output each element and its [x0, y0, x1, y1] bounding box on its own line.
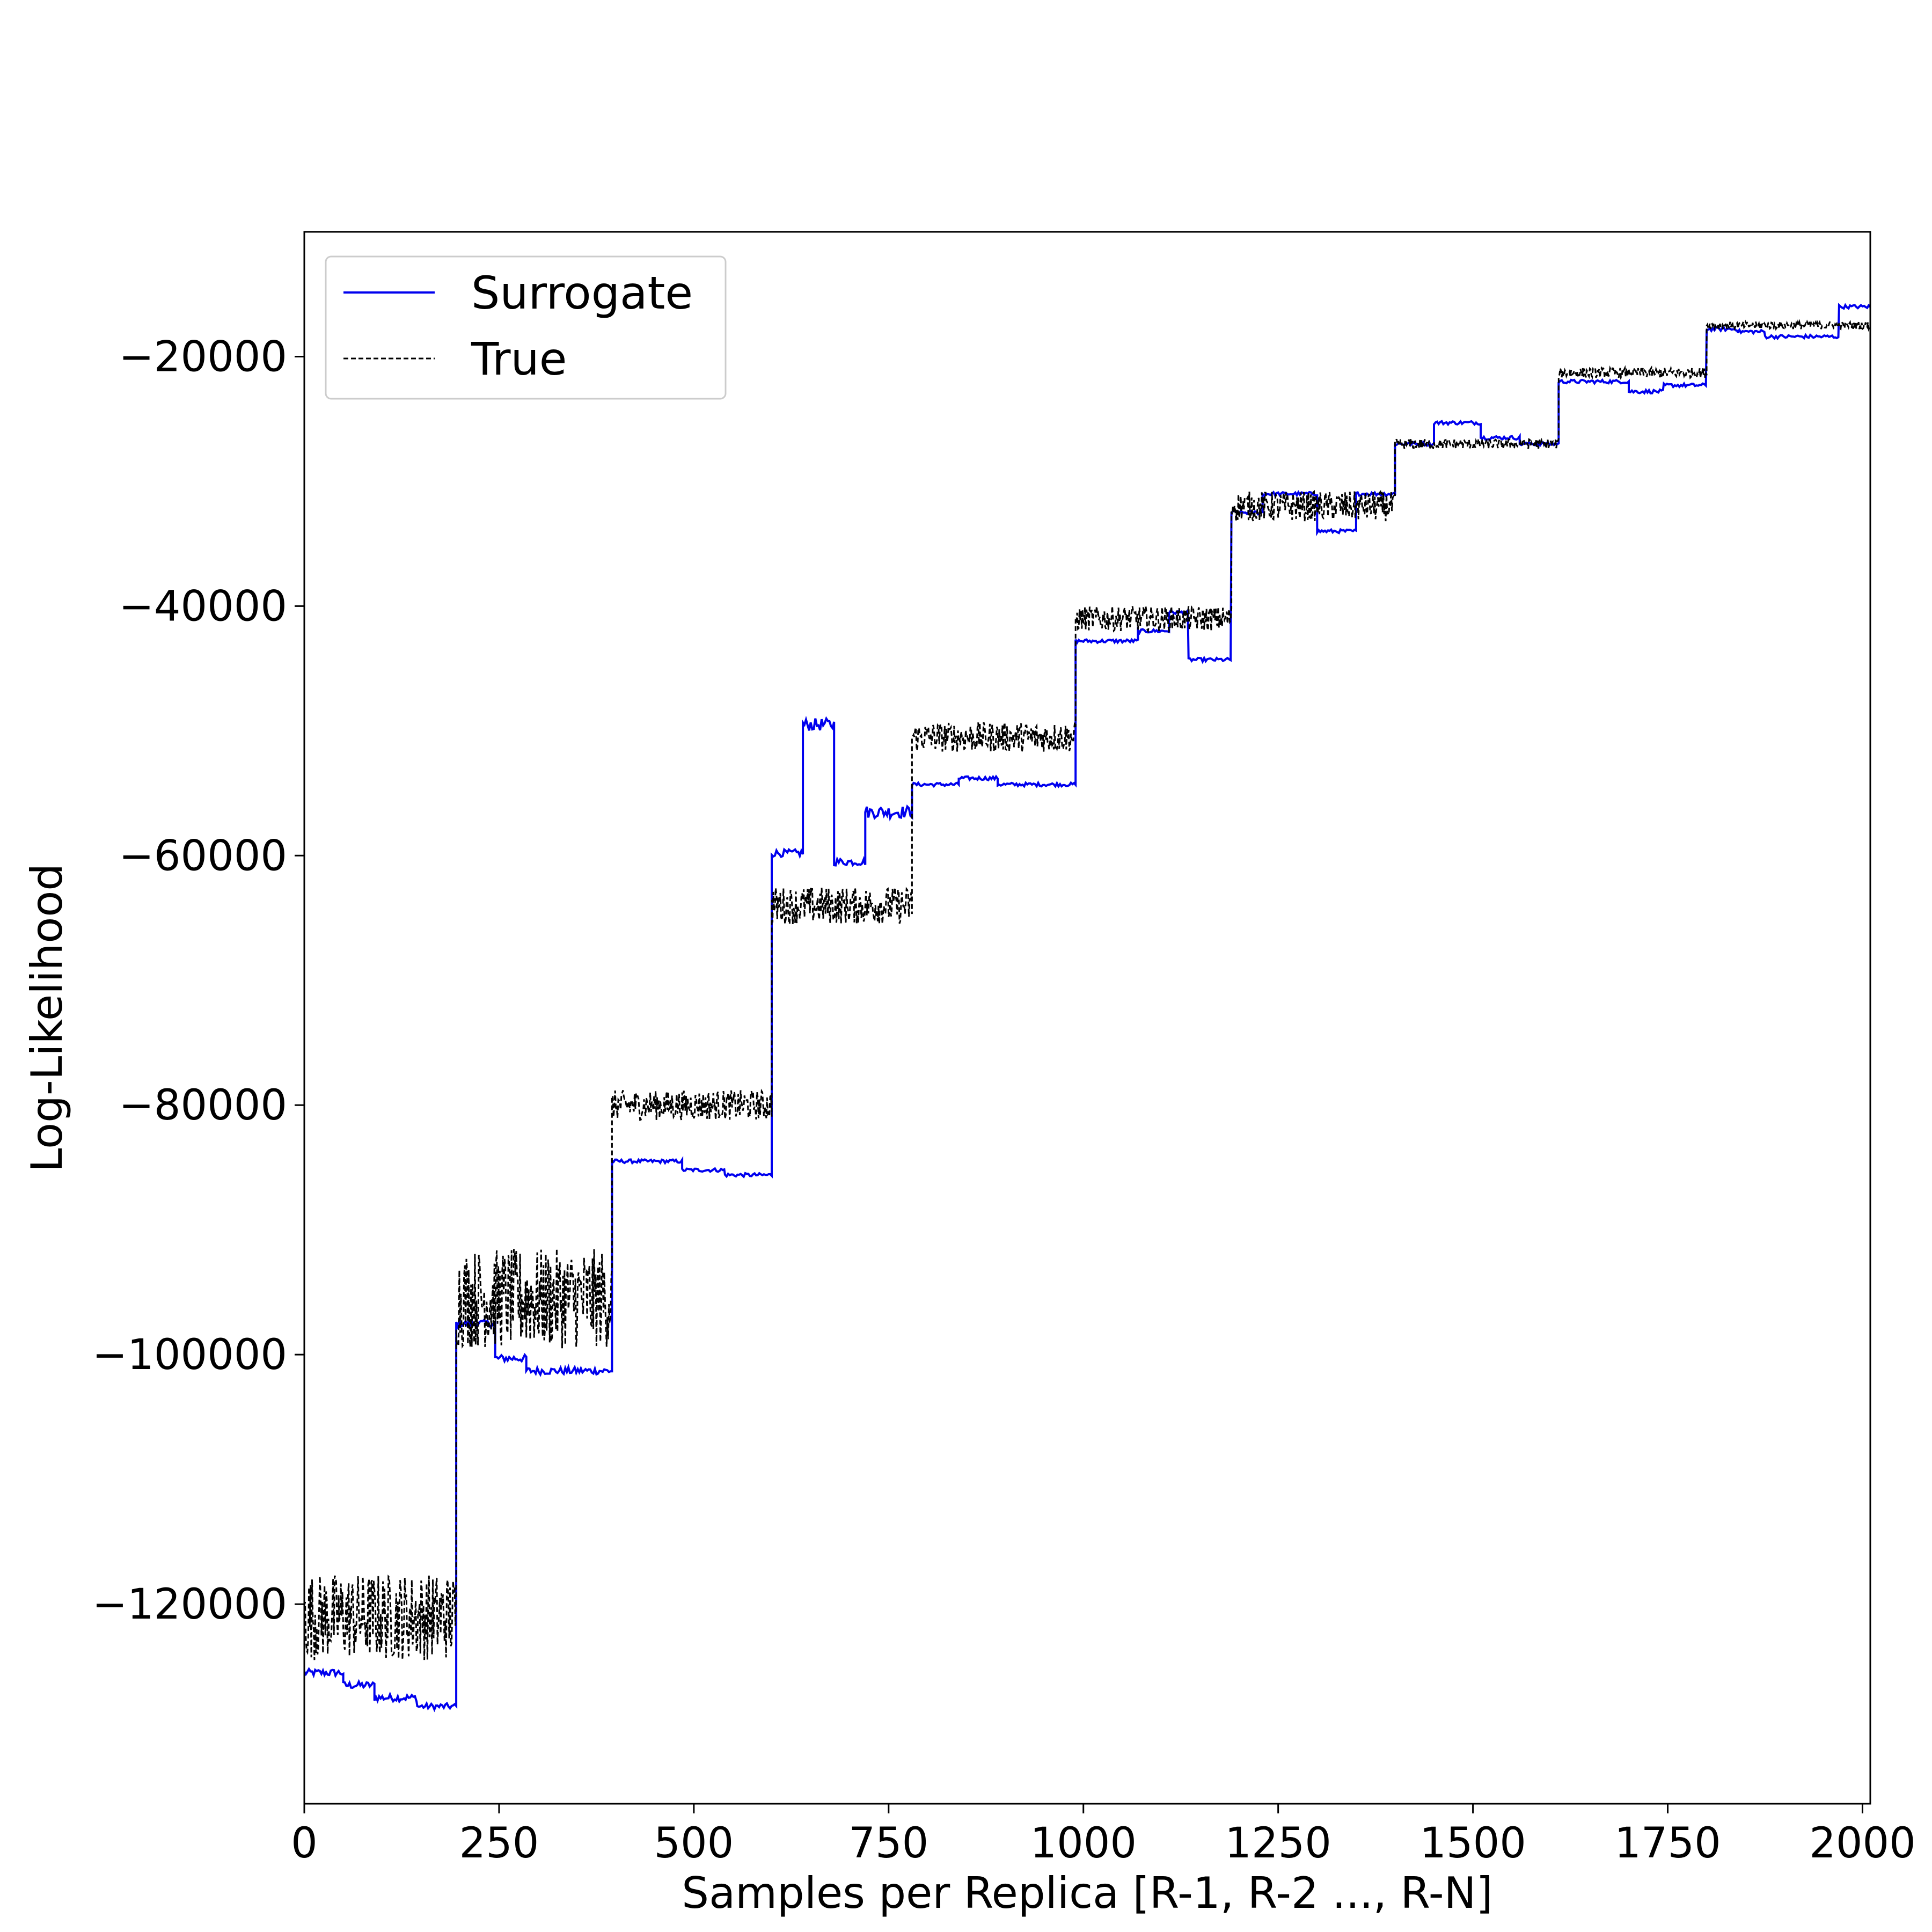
legend: Surrogate True — [325, 255, 727, 400]
legend-label-surrogate: Surrogate — [471, 267, 693, 319]
series-true — [303, 319, 1871, 1660]
y-tick-label: −60000 — [119, 832, 288, 880]
legend-label-true: True — [471, 333, 567, 385]
series-layer — [303, 303, 1871, 1713]
x-axis-title: Samples per Replica [R-1, R-2 ..., R-N] — [682, 1868, 1492, 1918]
x-tick-label: 1000 — [1030, 1819, 1137, 1868]
series-line-surrogate — [303, 303, 1871, 1713]
y-tick-label: −100000 — [92, 1331, 287, 1379]
x-tick-label: 1750 — [1614, 1819, 1721, 1868]
y-tick-label: −120000 — [92, 1580, 287, 1629]
series-line-true — [303, 319, 1871, 1660]
x-tick-label: 0 — [291, 1819, 318, 1868]
x-tick-label: 750 — [848, 1819, 928, 1868]
x-tick-label: 2000 — [1809, 1819, 1916, 1868]
y-tick-label: −40000 — [119, 582, 288, 631]
axis-ticks: 0 250 500 750 1000 1250 1500 1750 2000 −120000 −10… — [92, 333, 1916, 1868]
y-tick-label: −80000 — [119, 1081, 288, 1130]
x-tick-label: 500 — [654, 1819, 734, 1868]
y-tick-label: −20000 — [119, 333, 288, 381]
x-tick-label: 250 — [459, 1819, 539, 1868]
series-surrogate — [303, 303, 1871, 1713]
y-axis-title: Log-Likelihood — [22, 863, 72, 1172]
x-tick-label: 1250 — [1225, 1819, 1331, 1868]
plot-frame — [303, 231, 1871, 1805]
x-tick-label: 1500 — [1419, 1819, 1526, 1868]
